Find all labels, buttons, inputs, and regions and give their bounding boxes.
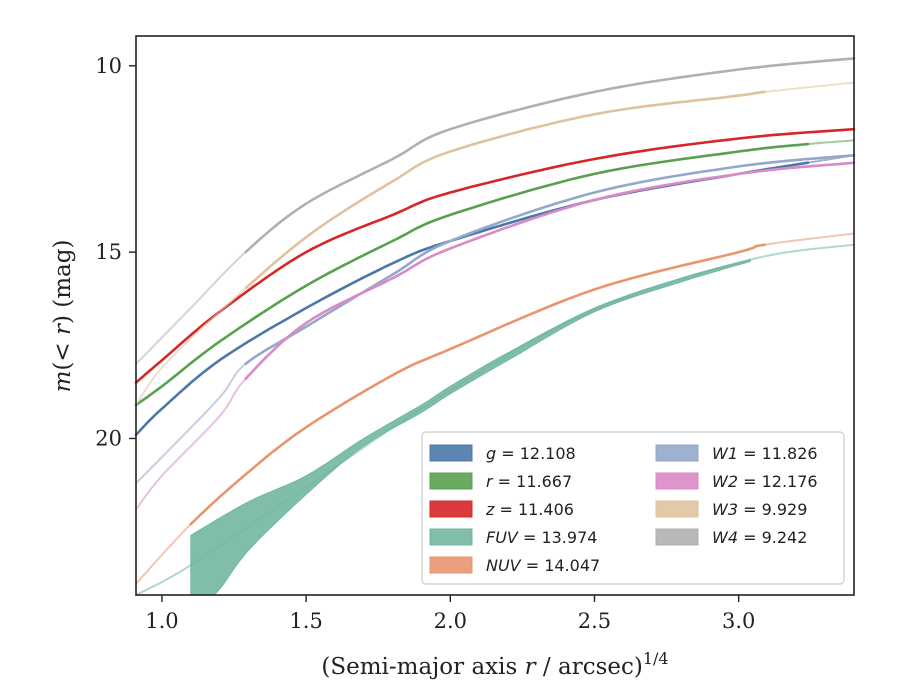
series-w3-faint-line [135, 81, 855, 406]
series-fuv-band [190, 258, 751, 596]
series-w4 [135, 57, 856, 365]
series-layer [134, 57, 856, 596]
plot-frame [135, 35, 855, 596]
x-tick-label: 1.0 [145, 609, 178, 633]
legend-label: W3 = 9.929 [712, 500, 807, 519]
series-w2-line [244, 161, 856, 381]
y-tick-label: 10 [95, 54, 122, 78]
legend-label: NUV = 14.047 [486, 556, 600, 575]
legend-swatch [655, 472, 699, 490]
x-tick-label: 3.0 [722, 609, 755, 633]
legend-swatch [429, 472, 473, 490]
legend-item-nuv: NUV = 14.047 [429, 556, 600, 575]
legend-label: W4 = 9.242 [712, 528, 807, 547]
series-z [134, 127, 856, 384]
x-axis-label: (Semi-major axis r / arcsec)1/4 [321, 649, 668, 680]
legend-swatch [429, 556, 473, 574]
legend-item-w2: W2 = 12.176 [655, 472, 818, 491]
legend-swatch [655, 500, 699, 518]
legend-swatch [655, 444, 699, 462]
legend-item-w4: W4 = 9.242 [655, 528, 807, 547]
series-fuv [135, 243, 855, 596]
series-nuv-line [189, 243, 766, 526]
series-w1-line [244, 154, 856, 366]
series-r-line [134, 142, 810, 407]
legend-label: W1 = 11.826 [712, 444, 818, 463]
series-w3 [135, 81, 855, 406]
legend-item-w3: W3 = 9.929 [655, 500, 807, 519]
series-z-line [134, 127, 856, 384]
series-w4-line [244, 57, 856, 254]
legend-label: r = 11.667 [486, 472, 572, 491]
legend-swatch [429, 444, 473, 462]
series-nuv [135, 232, 855, 585]
legend-item-g: g = 12.108 [429, 444, 576, 463]
legend-swatch [655, 528, 699, 546]
series-w4-faint-line [135, 57, 855, 365]
legend-label: z = 11.406 [485, 500, 574, 519]
ticks-layer: 1.0 1.5 2.0 2.5 3.0 10 15 20 [95, 54, 755, 633]
legend-frame [421, 431, 845, 585]
x-tick-label: 1.5 [289, 609, 322, 633]
legend-label: FUV = 13.974 [486, 528, 597, 547]
legend-items: g = 12.108 r = 11.667 z = 11.406 FUV = 13.9… [429, 444, 818, 575]
series-w3-line [245, 90, 766, 289]
legend-swatch [429, 500, 473, 518]
legend-item-r: r = 11.667 [429, 472, 572, 491]
x-tick-label: 2.0 [434, 609, 467, 633]
y-tick-label: 15 [95, 240, 122, 264]
series-r [134, 139, 855, 407]
legend-label: g = 12.108 [486, 444, 576, 463]
legend: g = 12.108 r = 11.667 z = 11.406 FUV = 13.9… [421, 431, 845, 585]
legend-item-z: z = 11.406 [429, 500, 574, 519]
legend-item-fuv: FUV = 13.974 [429, 528, 597, 547]
series-w2 [135, 161, 856, 511]
y-axis-label: m(< r) (mag) [50, 240, 76, 393]
legend-item-w1: W1 = 11.826 [655, 444, 818, 463]
legend-label: W2 = 12.176 [712, 472, 818, 491]
y-tick-label: 20 [95, 426, 122, 450]
x-tick-label: 2.5 [578, 609, 611, 633]
legend-swatch [429, 528, 473, 546]
